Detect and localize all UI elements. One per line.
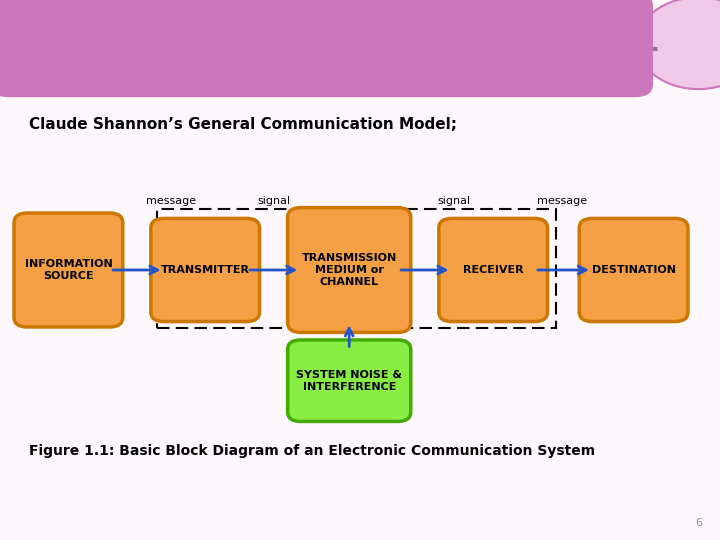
Text: signal: signal	[257, 196, 290, 206]
Text: INFORMATION
SOURCE: INFORMATION SOURCE	[24, 259, 112, 281]
FancyBboxPatch shape	[439, 219, 548, 322]
FancyBboxPatch shape	[14, 213, 122, 327]
Bar	[157, 209, 556, 328]
FancyBboxPatch shape	[579, 219, 688, 322]
Text: message: message	[146, 196, 197, 206]
Text: Figure 1.1: Basic Block Diagram of an Electronic Communication System: Figure 1.1: Basic Block Diagram of an El…	[29, 444, 595, 458]
Text: message: message	[536, 196, 587, 206]
Text: 6: 6	[695, 518, 702, 528]
FancyBboxPatch shape	[151, 219, 260, 322]
FancyBboxPatch shape	[288, 340, 410, 421]
Text: TRANSMISSION
MEDIUM or
CHANNEL: TRANSMISSION MEDIUM or CHANNEL	[302, 253, 397, 287]
FancyBboxPatch shape	[288, 208, 410, 333]
Text: SYSTEM NOISE &
INTERFERENCE: SYSTEM NOISE & INTERFERENCE	[296, 370, 402, 392]
Text: Claude Shannon’s General Communication Model;: Claude Shannon’s General Communication M…	[29, 117, 456, 132]
Text: DESTINATION: DESTINATION	[592, 265, 675, 275]
Text: signal: signal	[437, 196, 470, 206]
Text: COMMUNICATION  SYSTEM  MODEL: COMMUNICATION SYSTEM MODEL	[29, 27, 658, 58]
Text: TRANSMITTER: TRANSMITTER	[161, 265, 250, 275]
Text: RECEIVER: RECEIVER	[463, 265, 523, 275]
